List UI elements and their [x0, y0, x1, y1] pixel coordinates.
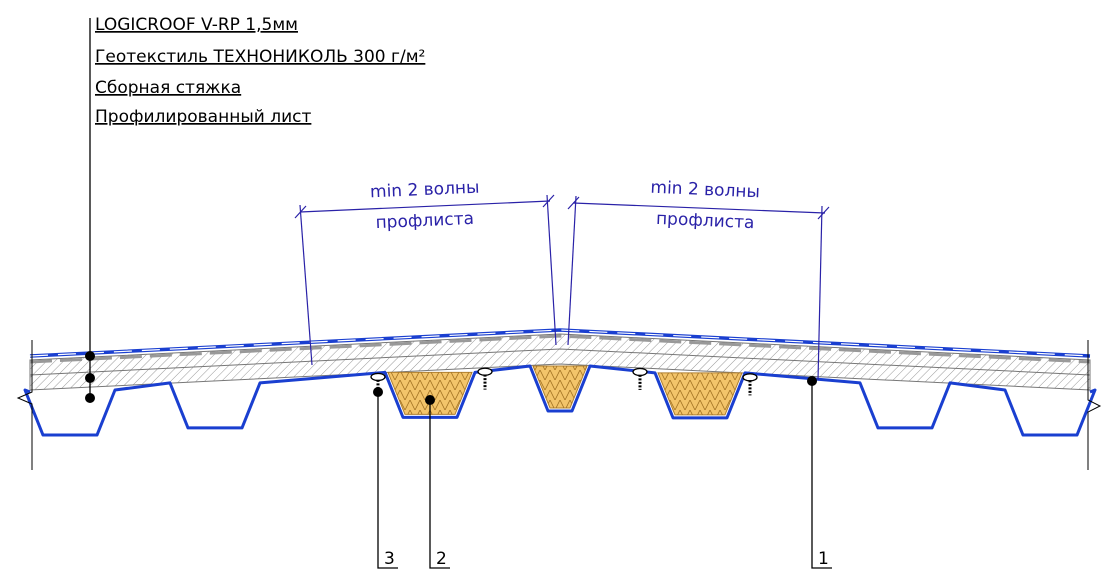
callout-dot — [373, 387, 383, 397]
callout-dot — [425, 395, 435, 405]
screw-head — [371, 373, 385, 380]
callout-label: 2 — [436, 549, 447, 569]
callout-label: 1 — [818, 549, 829, 569]
leader-dot — [85, 373, 95, 383]
drawing: LOGICROOF V-RP 1,5мм Геотекстиль ТЕХНОНИ… — [0, 0, 1104, 574]
callout-dot — [807, 376, 817, 386]
layer-label: LOGICROOF V-RP 1,5мм — [95, 15, 298, 35]
screw-head — [743, 374, 757, 381]
callout-label: 3 — [384, 549, 395, 569]
dimension-label: профлиста — [375, 209, 474, 233]
leader-dot — [85, 351, 95, 361]
dimension-label: профлиста — [656, 209, 755, 233]
layer-label: Сборная стяжка — [95, 78, 241, 98]
screw-head — [478, 368, 492, 375]
screw-head — [633, 368, 647, 375]
dimension-label: min 2 волны — [650, 178, 760, 203]
roof-section — [18, 330, 1100, 470]
leader-dot — [85, 393, 95, 403]
layer-label: Геотекстиль ТЕХНОНИКОЛЬ 300 г/м² — [95, 47, 425, 67]
dimension-label: min 2 волны — [370, 178, 480, 203]
layer-label: Профилированный лист — [95, 107, 311, 127]
